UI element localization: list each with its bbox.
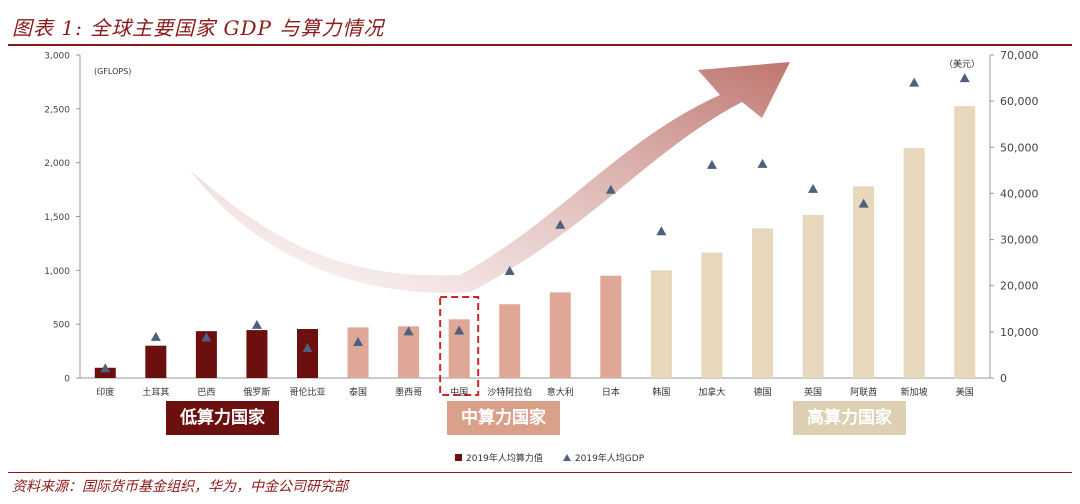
bar <box>903 148 925 378</box>
trend-arrow <box>190 62 790 293</box>
category-label: 巴西 <box>197 387 215 398</box>
bar <box>246 330 268 378</box>
left-tick-label: 3,000 <box>44 52 70 62</box>
gdp-marker <box>353 337 364 347</box>
legend-bar-swatch <box>455 454 462 461</box>
gdp-marker <box>757 158 768 168</box>
category-label: 俄罗斯 <box>243 386 270 398</box>
category-label: 英国 <box>804 386 822 398</box>
right-tick-label: 50,000 <box>1000 141 1039 154</box>
category-label: 新加坡 <box>901 386 928 398</box>
bar <box>549 292 571 378</box>
right-tick-label: 30,000 <box>1000 234 1039 247</box>
bar <box>297 329 318 378</box>
gdp-marker <box>454 325 465 335</box>
legend-item-markers: 2019年人均GDP <box>562 451 645 464</box>
gdp-marker <box>403 326 414 336</box>
bar <box>94 367 116 378</box>
right-tick-label: 60,000 <box>1000 95 1039 108</box>
bar <box>802 214 824 378</box>
chart-legend: 2019年人均算力值 2019年人均GDP <box>455 451 644 464</box>
bar <box>701 252 723 378</box>
bar <box>954 106 976 379</box>
gdp-marker <box>201 332 212 342</box>
gdp-marker <box>605 184 616 194</box>
gdp-marker <box>706 159 717 169</box>
bar <box>347 327 369 378</box>
category-label: 日本 <box>602 386 620 398</box>
gdp-marker <box>808 183 819 193</box>
gdp-marker <box>959 73 970 83</box>
source-note: 资料来源：国际货币基金组织，华为，中金公司研究部 <box>12 479 348 495</box>
bar <box>448 319 470 378</box>
gdp-marker <box>251 319 262 329</box>
category-label: 墨西哥 <box>395 387 422 398</box>
low-compute-group-label: 低算力国家 <box>166 401 279 435</box>
title-rule <box>8 44 1072 46</box>
figure-title: 图表 1: 全球主要国家 GDP 与算力情况 <box>12 16 385 40</box>
right-tick-label: 70,000 <box>1000 49 1039 62</box>
category-label: 德国 <box>753 386 771 398</box>
legend-item-bars: 2019年人均算力值 <box>455 451 543 464</box>
left-tick-label: 1,000 <box>44 267 70 277</box>
gdp-marker <box>909 77 920 87</box>
left-tick-label: 500 <box>53 321 70 331</box>
left-tick-label: 1,500 <box>44 213 70 223</box>
category-label: 哥伦比亚 <box>289 386 325 398</box>
gdp-marker <box>555 219 566 229</box>
category-label: 阿联酋 <box>850 386 877 398</box>
gdp-marker <box>656 226 667 236</box>
category-label: 泰国 <box>349 386 367 398</box>
category-label: 意大利 <box>547 386 574 398</box>
bar <box>650 270 672 378</box>
gdp-marker <box>858 198 869 208</box>
gdp-marker <box>302 343 313 353</box>
bar <box>398 326 420 378</box>
category-label: 印度 <box>96 386 114 398</box>
category-label: 中国 <box>450 386 468 398</box>
bar <box>853 186 875 378</box>
mid-compute-group-label: 中算力国家 <box>447 401 560 435</box>
left-tick-label: 0 <box>64 375 70 385</box>
source-rule <box>8 472 1072 473</box>
bar <box>752 228 773 378</box>
category-label: 加拿大 <box>698 386 725 398</box>
right-tick-label: 0 <box>1000 372 1007 385</box>
highlight-box <box>439 296 480 396</box>
category-label: 土耳其 <box>142 386 169 398</box>
category-label: 沙特阿拉伯 <box>487 386 532 398</box>
bar <box>600 275 622 378</box>
right-tick-label: 10,000 <box>1000 326 1039 339</box>
bar <box>195 331 217 378</box>
category-label: 美国 <box>956 386 974 398</box>
gdp-marker <box>100 363 111 373</box>
gdp-marker <box>150 331 161 341</box>
legend-triangle-swatch <box>562 454 571 461</box>
right-tick-label: 20,000 <box>1000 280 1039 293</box>
legend-markers-label: 2019年人均GDP <box>574 454 645 464</box>
bar <box>499 304 521 378</box>
left-tick-label: 2,000 <box>44 159 70 169</box>
bar <box>145 345 167 378</box>
category-label: 韩国 <box>652 386 670 398</box>
legend-bars-label: 2019年人均算力值 <box>466 454 543 464</box>
left-tick-label: 2,500 <box>44 105 70 115</box>
high-compute-group-label: 高算力国家 <box>793 401 906 435</box>
right-axis-unit-label: （美元） <box>944 58 980 70</box>
left-axis-unit-label: (GFLOPS) <box>94 67 131 76</box>
right-tick-label: 40,000 <box>1000 187 1039 200</box>
gdp-marker <box>504 265 515 275</box>
arrow-shape <box>190 62 790 293</box>
